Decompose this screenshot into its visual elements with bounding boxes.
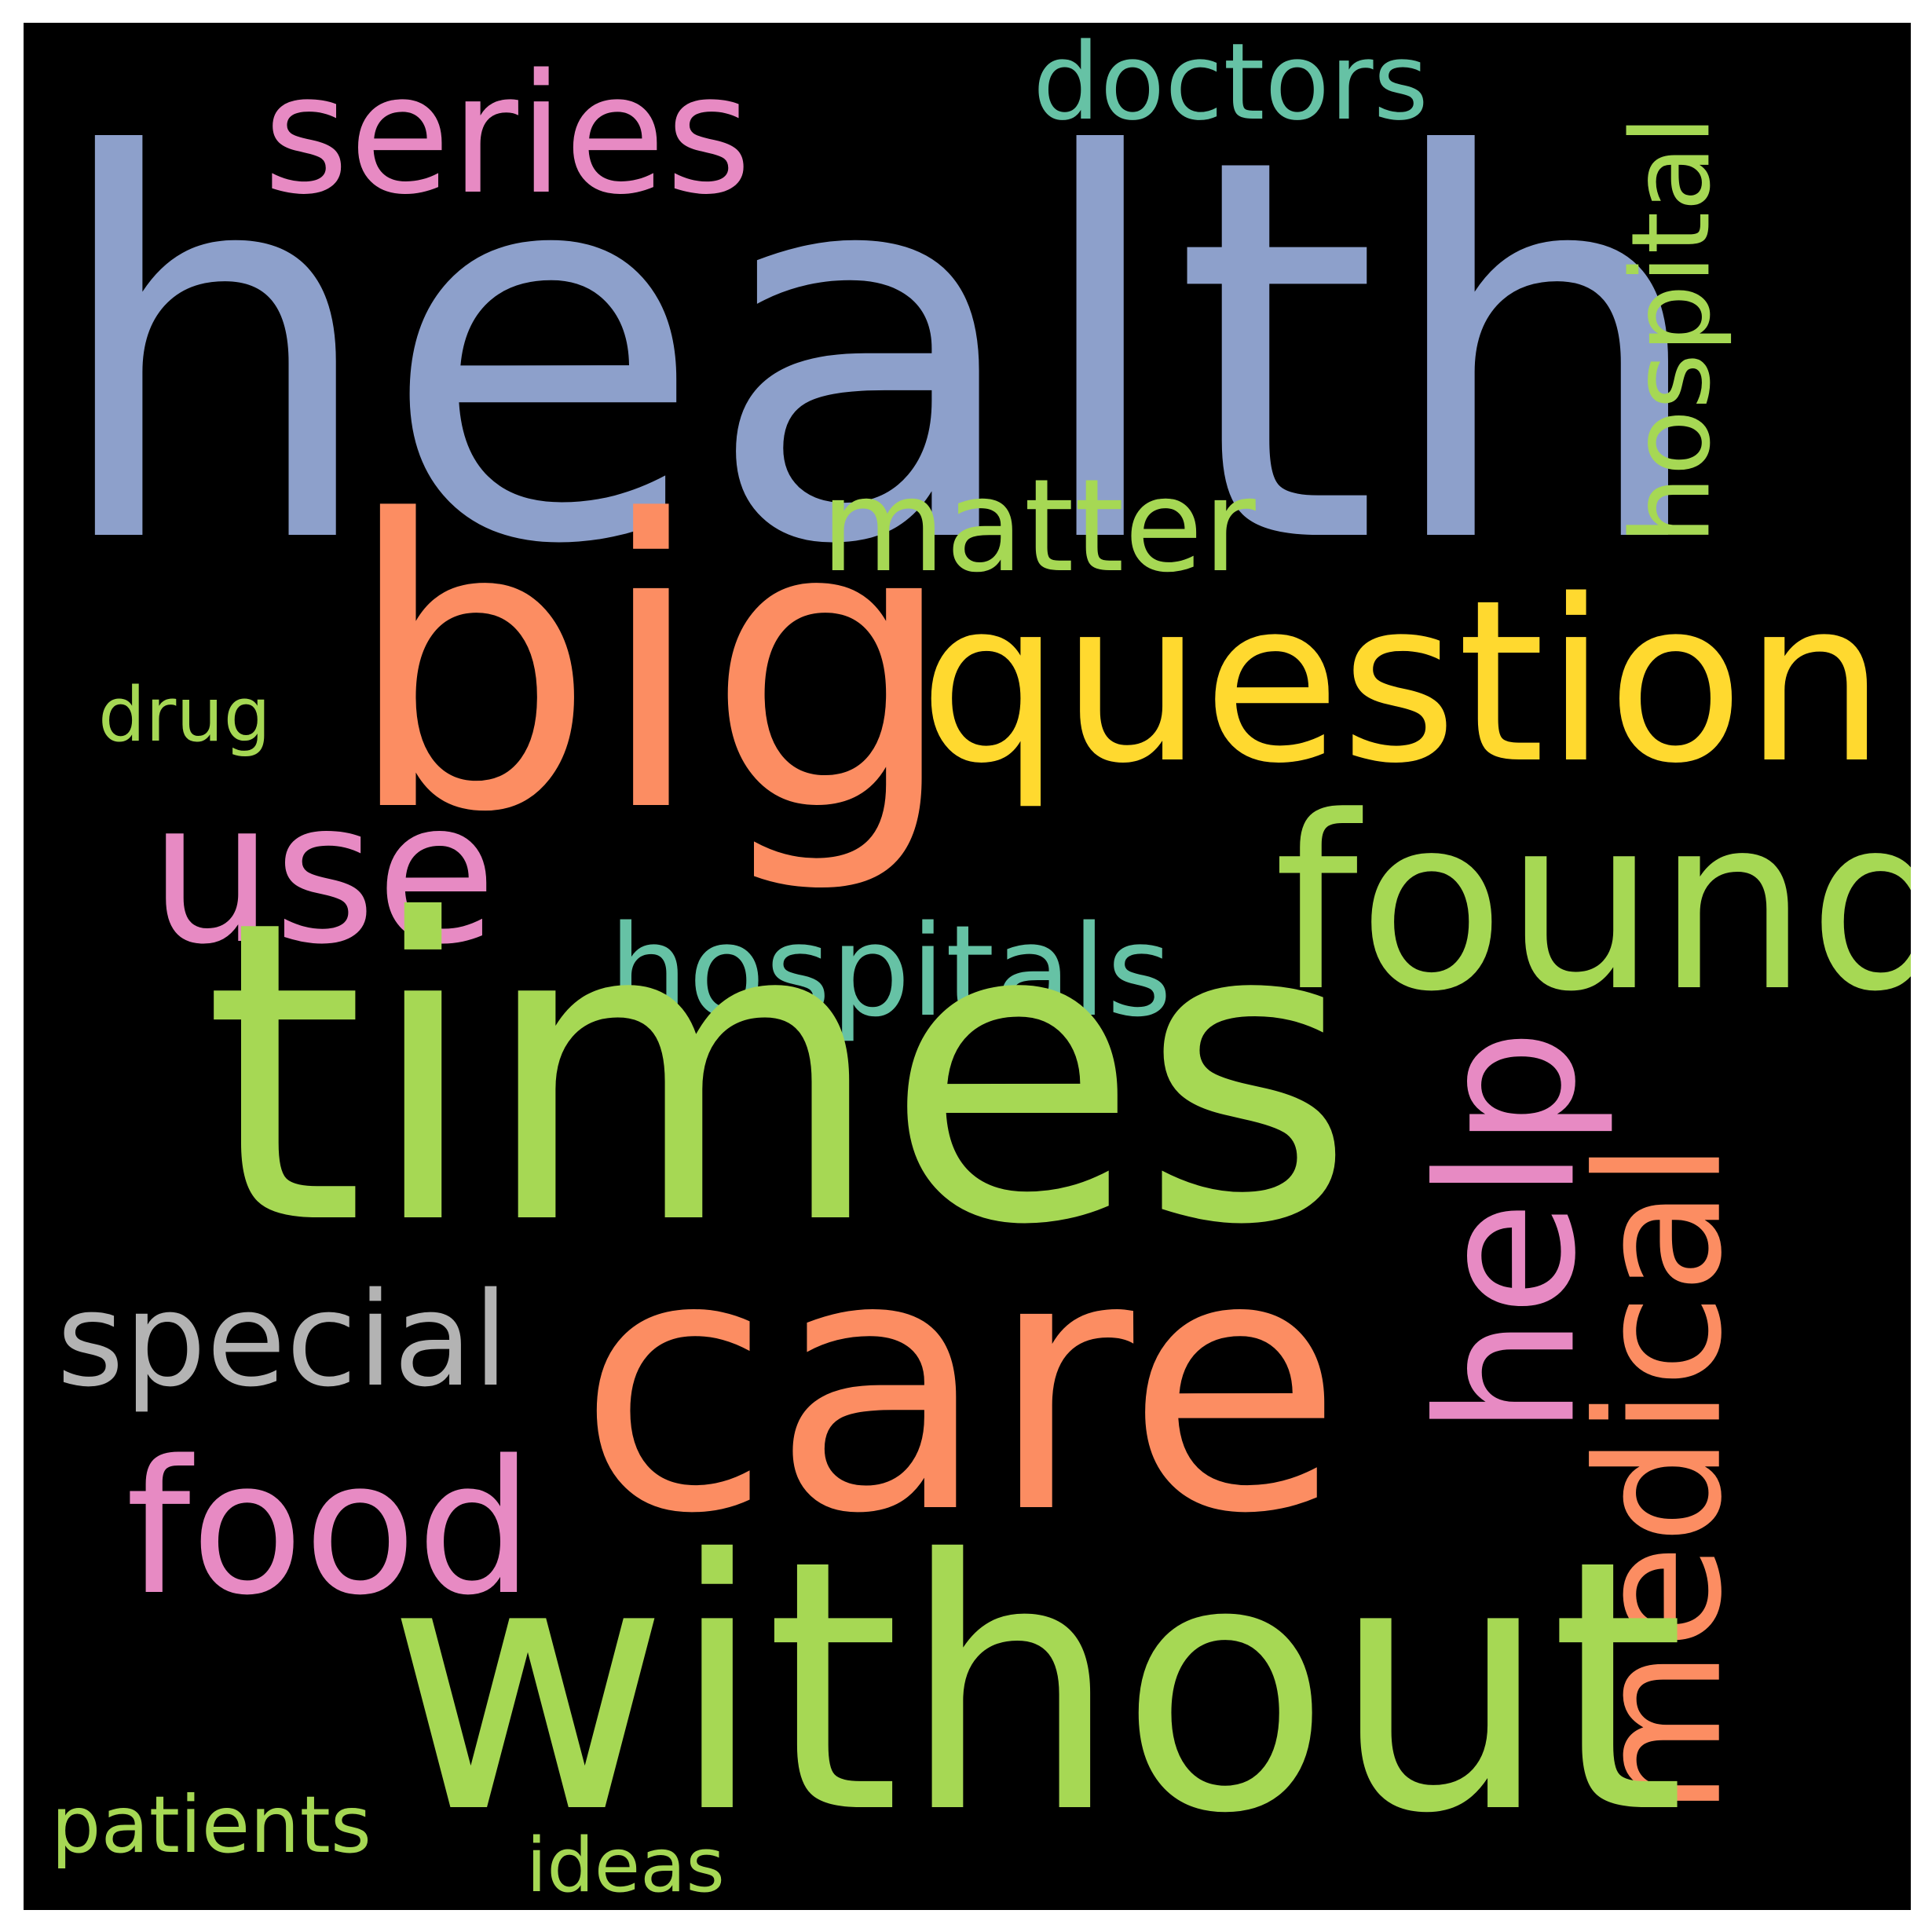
word-patients: patients [51,1779,371,1871]
word-care: care [577,1180,1344,1591]
word-matter: matter [821,452,1256,601]
word-without: without [386,1487,1686,1889]
word-hospitals: hospitals [609,898,1173,1045]
word-series: series [263,38,752,231]
word-drug: drug [98,672,271,759]
word-special: special [57,1264,509,1415]
word-cloud-canvas: health series doctors hospital matter bi… [24,23,1911,1910]
word-times: times [203,832,1356,1315]
word-found: found [1274,765,1911,1044]
word-hospital: hospital [1608,115,1735,545]
word-big: big [344,437,958,899]
word-question: question [919,552,1886,813]
word-doctors: doctors [1033,23,1429,144]
word-use: use [149,759,497,987]
word-ideas: ideas [526,1823,725,1909]
word-health: health [47,47,1713,660]
word-food: food [126,1422,534,1636]
